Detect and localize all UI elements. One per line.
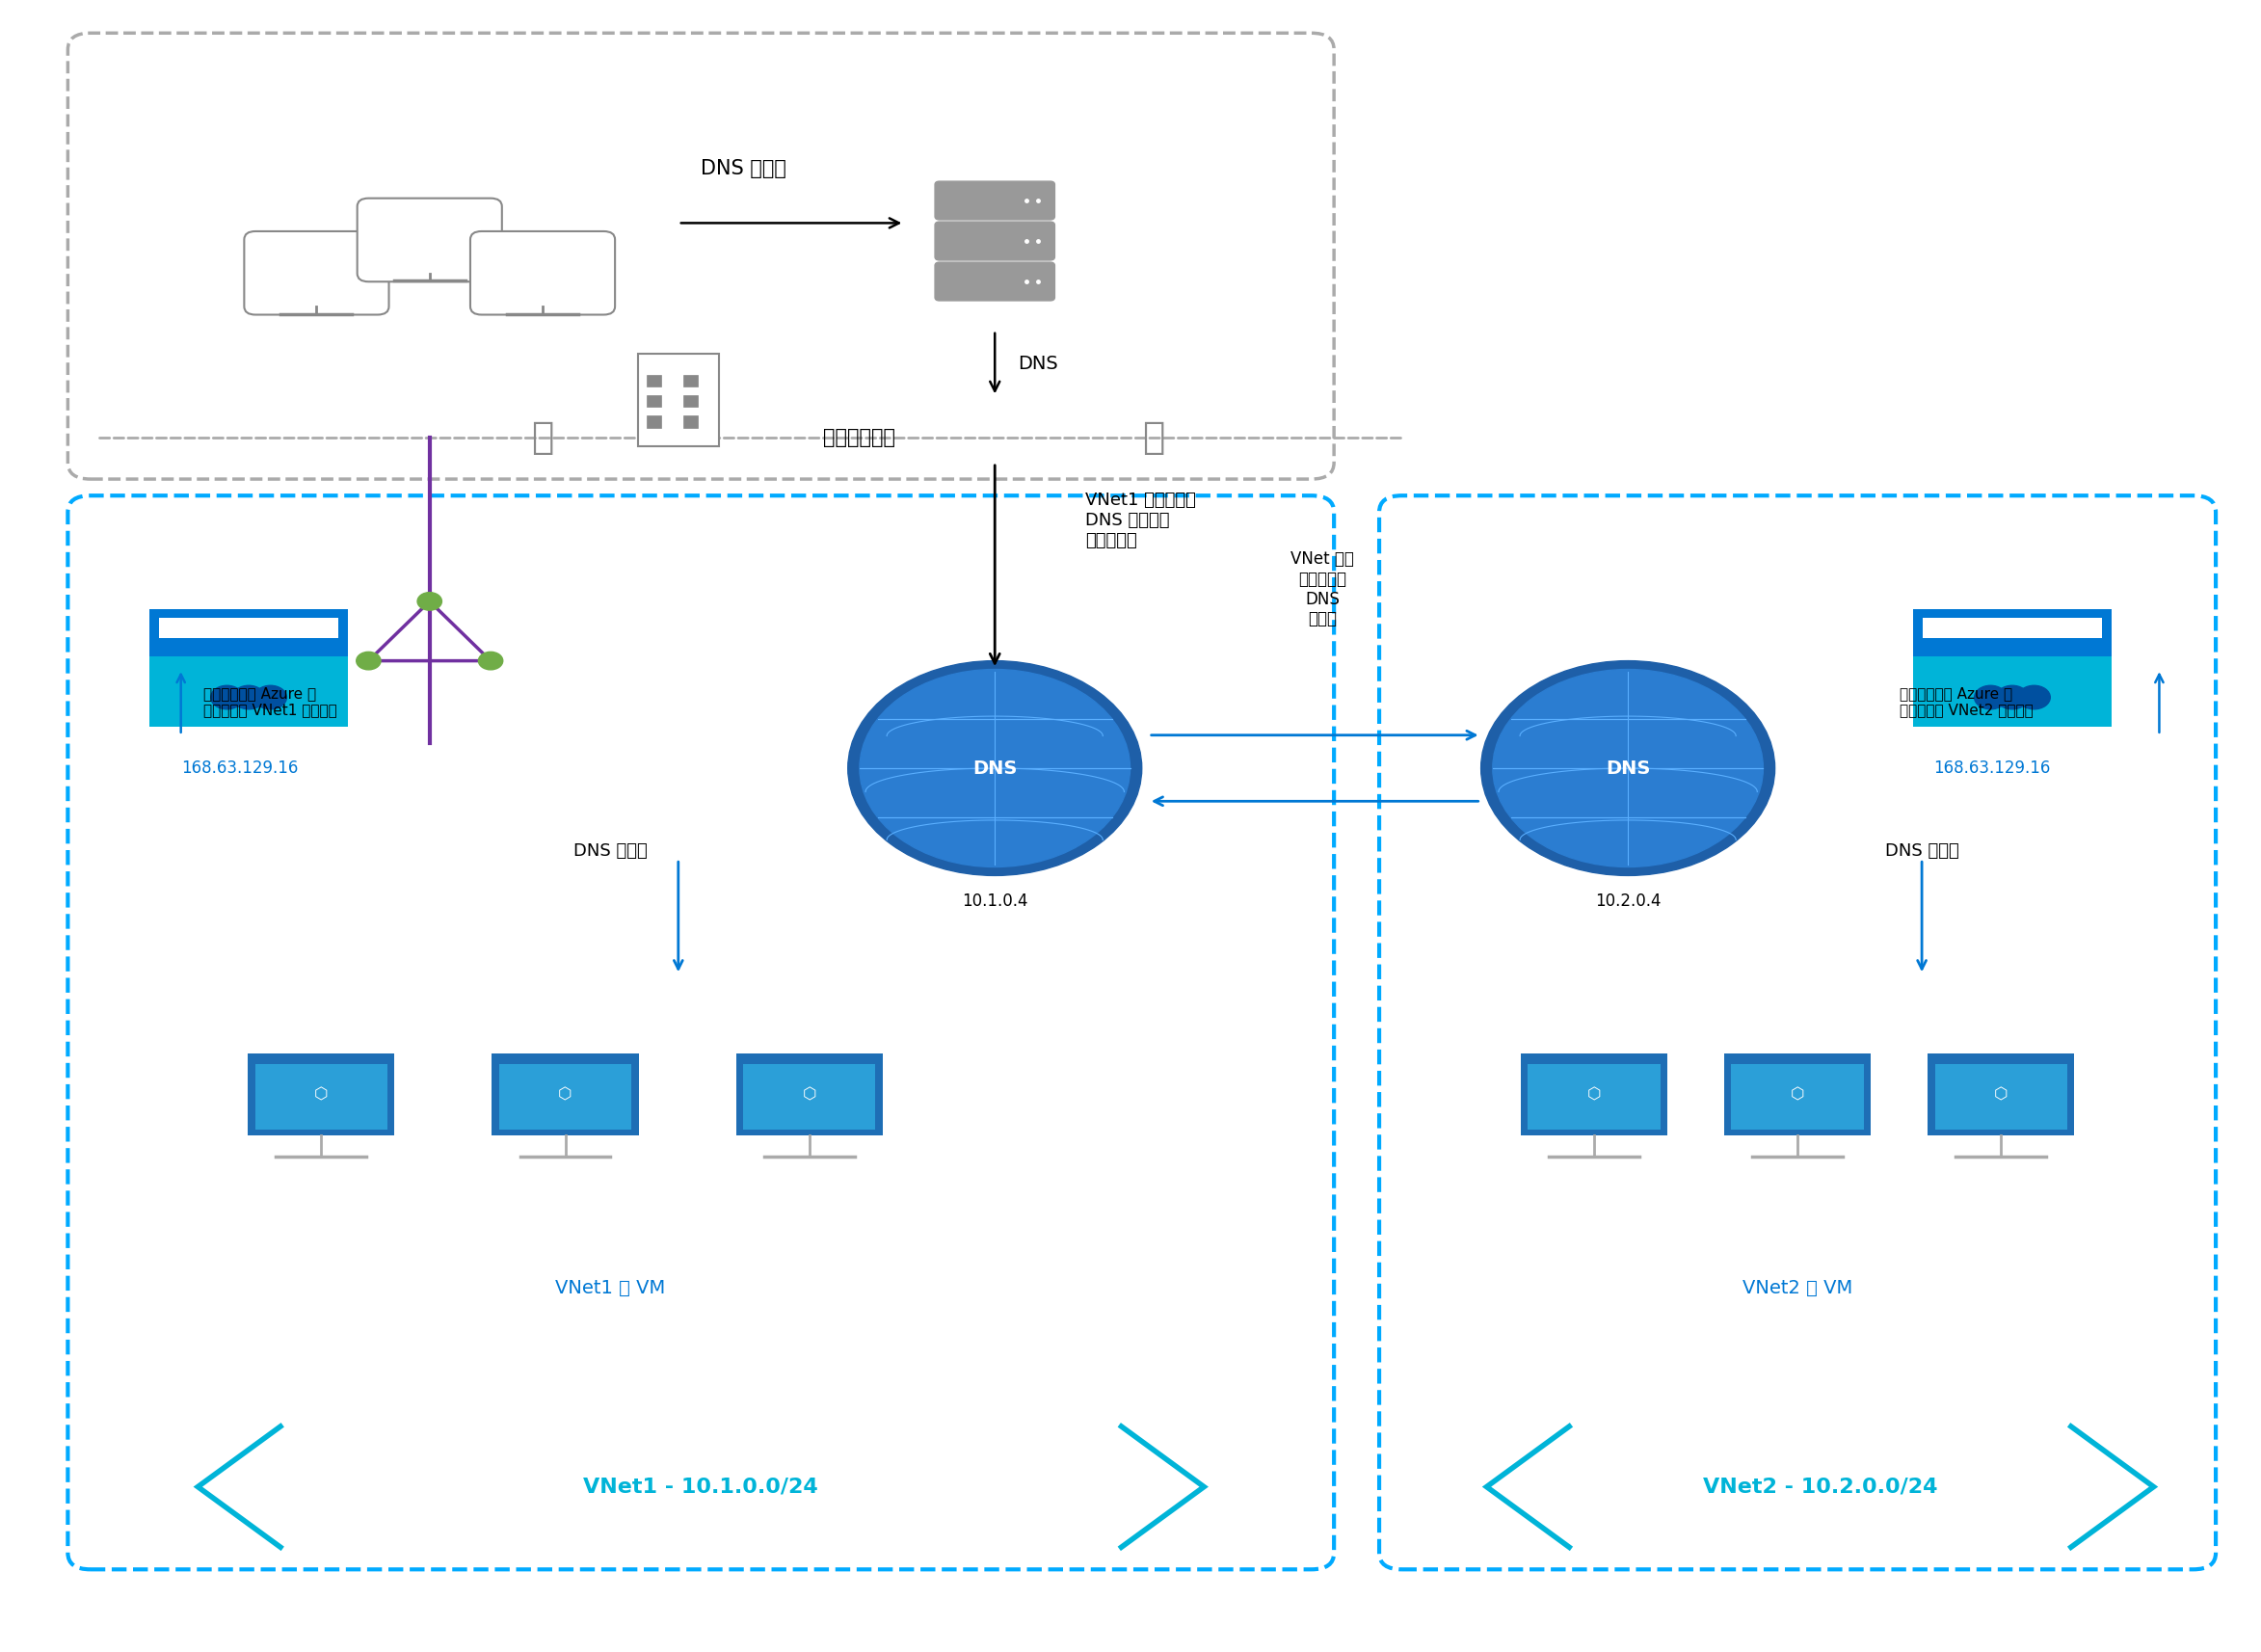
FancyBboxPatch shape (249, 1054, 396, 1137)
FancyBboxPatch shape (1725, 1054, 1872, 1137)
Text: DNS: DNS (1017, 354, 1058, 373)
Text: VNet1 の VM: VNet1 の VM (556, 1279, 665, 1298)
Text: VNet2 の VM: VNet2 の VM (1743, 1279, 1852, 1298)
Circle shape (1996, 686, 2028, 709)
Text: 168.63.129.16: 168.63.129.16 (181, 760, 298, 778)
FancyBboxPatch shape (683, 416, 699, 428)
FancyBboxPatch shape (647, 395, 660, 406)
FancyBboxPatch shape (1926, 1054, 2076, 1137)
Text: オンプレミス: オンプレミス (823, 428, 895, 448)
FancyBboxPatch shape (357, 198, 502, 282)
Text: ⬡: ⬡ (1994, 1085, 2008, 1104)
Circle shape (859, 669, 1130, 867)
FancyBboxPatch shape (1732, 1064, 1863, 1130)
FancyBboxPatch shape (936, 263, 1054, 301)
Circle shape (848, 661, 1142, 876)
FancyBboxPatch shape (737, 1054, 882, 1137)
Text: ⬡: ⬡ (314, 1085, 328, 1104)
Text: 〉: 〉 (1142, 420, 1164, 456)
FancyBboxPatch shape (1913, 656, 2112, 727)
Text: ⬡: ⬡ (1791, 1085, 1804, 1104)
Text: DNS: DNS (972, 758, 1017, 778)
Text: DNS クエリ: DNS クエリ (1886, 843, 1958, 859)
Circle shape (2017, 686, 2051, 709)
FancyBboxPatch shape (1935, 1064, 2067, 1130)
FancyBboxPatch shape (936, 182, 1054, 220)
FancyBboxPatch shape (683, 395, 699, 406)
FancyBboxPatch shape (1922, 618, 2103, 638)
Circle shape (357, 653, 380, 669)
Text: 168.63.129.16: 168.63.129.16 (1933, 760, 2051, 778)
Circle shape (210, 686, 244, 709)
FancyBboxPatch shape (470, 231, 615, 316)
Text: DNS: DNS (1605, 758, 1651, 778)
FancyBboxPatch shape (149, 656, 348, 727)
Text: DNS クエリ: DNS クエリ (574, 843, 647, 859)
FancyBboxPatch shape (1522, 1054, 1669, 1137)
FancyBboxPatch shape (647, 416, 660, 428)
Text: 10.2.0.4: 10.2.0.4 (1594, 892, 1662, 910)
Circle shape (253, 686, 287, 709)
Text: VNet 間で
転送された
DNS
クエリ: VNet 間で 転送された DNS クエリ (1291, 550, 1354, 628)
Circle shape (1974, 686, 2008, 709)
FancyBboxPatch shape (936, 221, 1054, 261)
Circle shape (1492, 669, 1764, 867)
FancyBboxPatch shape (638, 354, 719, 446)
Circle shape (233, 686, 265, 709)
FancyBboxPatch shape (500, 1064, 631, 1130)
FancyBboxPatch shape (244, 231, 389, 316)
FancyBboxPatch shape (255, 1064, 387, 1130)
FancyBboxPatch shape (647, 375, 660, 387)
Text: DNS クエリ: DNS クエリ (701, 159, 787, 178)
Text: 10.1.0.4: 10.1.0.4 (961, 892, 1029, 910)
FancyBboxPatch shape (744, 1064, 875, 1130)
FancyBboxPatch shape (1913, 610, 2112, 727)
Text: 解決に向けて Azure に
送信された VNet1 のクエリ: 解決に向けて Azure に 送信された VNet1 のクエリ (203, 687, 337, 717)
Text: ⬡: ⬡ (803, 1085, 816, 1104)
Circle shape (479, 653, 502, 669)
FancyBboxPatch shape (158, 618, 339, 638)
Text: VNet2 - 10.2.0.0/24: VNet2 - 10.2.0.0/24 (1703, 1477, 1938, 1497)
Text: ⬡: ⬡ (558, 1085, 572, 1104)
Circle shape (418, 593, 441, 610)
FancyBboxPatch shape (683, 375, 699, 387)
Text: VNet1 または２の
DNS クエリが
転送される: VNet1 または２の DNS クエリが 転送される (1085, 492, 1196, 548)
Circle shape (1481, 661, 1775, 876)
Text: VNet1 - 10.1.0.0/24: VNet1 - 10.1.0.0/24 (583, 1477, 818, 1497)
FancyBboxPatch shape (149, 610, 348, 727)
FancyBboxPatch shape (1528, 1064, 1660, 1130)
Text: ⬡: ⬡ (1587, 1085, 1601, 1104)
FancyBboxPatch shape (493, 1054, 638, 1137)
Text: 〈: 〈 (531, 420, 554, 456)
Text: 解決に向けて Azure に
送信された VNet2 のクエリ: 解決に向けて Azure に 送信された VNet2 のクエリ (1899, 687, 2033, 717)
